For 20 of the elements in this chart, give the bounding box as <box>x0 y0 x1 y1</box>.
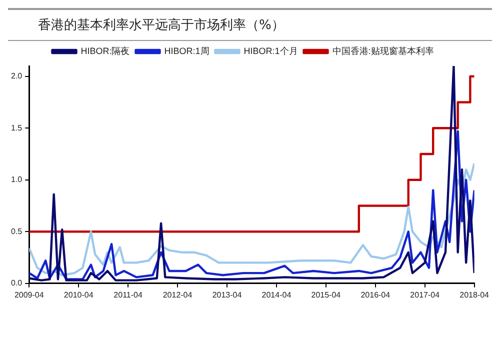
y-tick-label: 2.0 <box>10 72 23 81</box>
legend-label: HIBOR:1个月 <box>244 46 298 56</box>
x-tick-label: 2009-04 <box>14 290 44 300</box>
x-tick-label: 2018-04 <box>460 290 490 300</box>
legend-label: HIBOR:隔夜 <box>80 46 130 56</box>
x-tick-label: 2016-04 <box>360 290 391 300</box>
x-tick-label: 2010-04 <box>64 290 94 300</box>
x-tick-label: 2014-04 <box>262 290 292 300</box>
x-tick-label: 2017-04 <box>410 290 440 300</box>
legend-label: HIBOR:1周 <box>164 46 210 56</box>
y-tick-label: 0.0 <box>10 278 23 288</box>
x-tick-label: 2013-04 <box>212 290 242 300</box>
chart-title: 香港的基本利率水平远高于市场利率（%） <box>8 8 492 41</box>
x-tick-label: 2011-04 <box>114 290 143 300</box>
y-tick-label: 1.5 <box>10 123 23 132</box>
x-tick-label: 2015-04 <box>311 290 342 300</box>
y-tick-label: 1.0 <box>10 175 23 184</box>
y-tick-label: 0.5 <box>10 226 23 236</box>
x-tick-label: 2012-04 <box>162 290 193 300</box>
legend-label: 中国香港:贴现窗基本利率 <box>332 46 434 56</box>
